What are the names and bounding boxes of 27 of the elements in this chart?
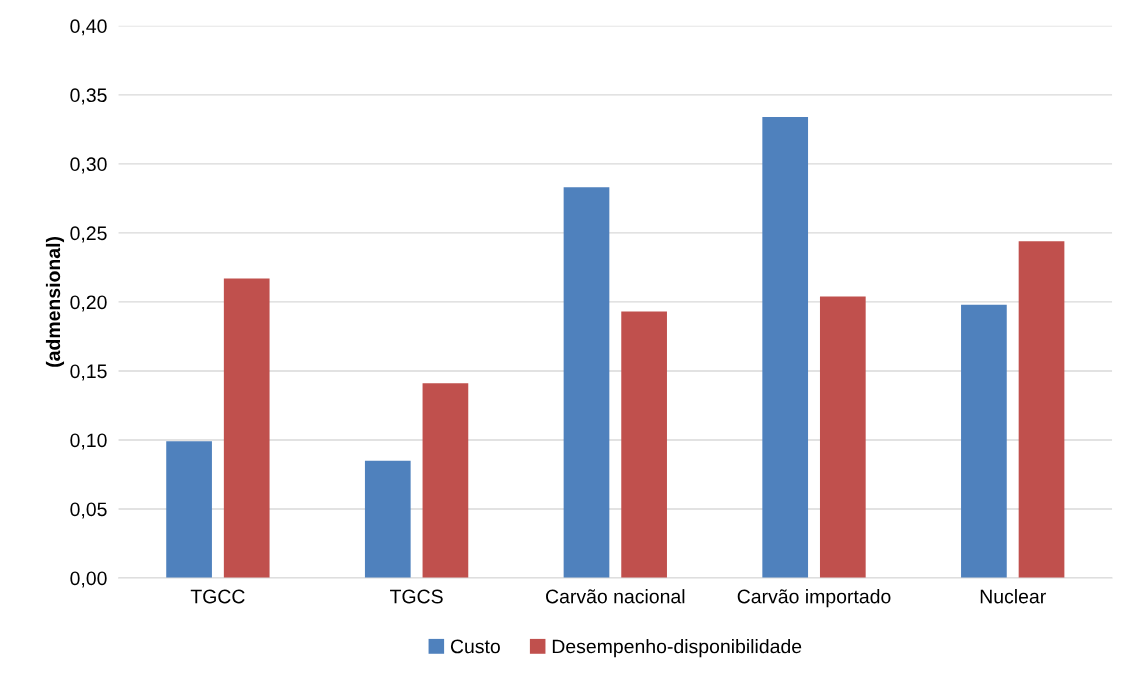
- y-tick-label: 0,25: [70, 226, 107, 243]
- y-tick-label: 0,30: [70, 157, 107, 174]
- y-tick-label: 0,35: [70, 88, 107, 105]
- legend-label: Custo: [450, 639, 500, 654]
- bar: [1018, 241, 1065, 578]
- bar: [364, 460, 411, 578]
- bar: [762, 116, 809, 578]
- y-tick-label: 0,15: [70, 364, 107, 381]
- bar: [166, 441, 212, 578]
- x-tick-label: Nuclear: [980, 589, 1046, 604]
- x-tick-label: TGCC: [190, 589, 245, 604]
- y-tick-label: 0,20: [70, 295, 107, 312]
- bar: [621, 311, 667, 578]
- bar: [422, 383, 469, 578]
- y-tick-label: 0,40: [70, 19, 107, 36]
- y-axis-title: (admensional): [45, 236, 65, 367]
- y-tick-label: 0,10: [70, 433, 107, 450]
- bar: [819, 296, 866, 578]
- legend-label: Desempenho-disponibilidade: [552, 639, 802, 658]
- bar: [961, 304, 1007, 578]
- x-tick-label: Carvão nacional: [546, 589, 685, 604]
- bar: [563, 187, 610, 578]
- x-tick-label: TGCS: [390, 589, 443, 604]
- y-tick-label: 0,00: [70, 571, 107, 588]
- y-tick-label: 0,05: [70, 502, 107, 519]
- x-tick-label: Carvão importado: [737, 589, 891, 608]
- bar: [223, 278, 270, 578]
